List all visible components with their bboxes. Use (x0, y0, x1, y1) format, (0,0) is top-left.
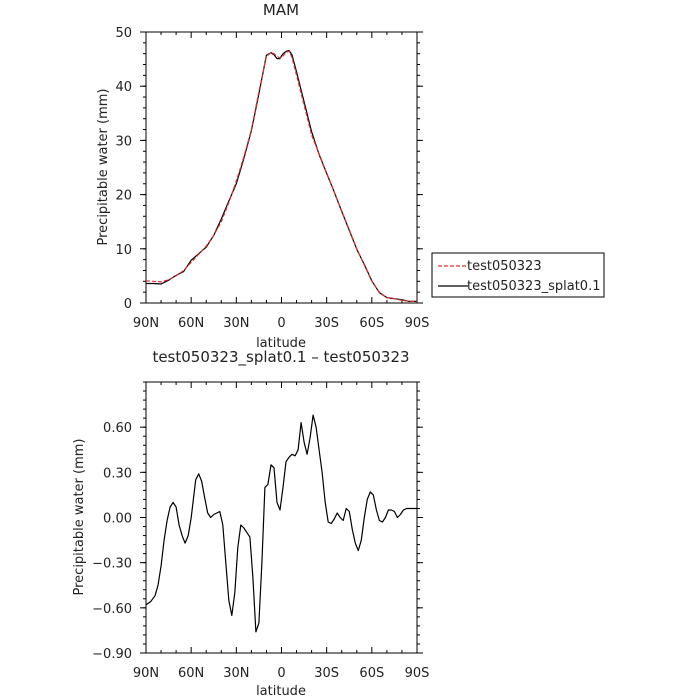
x-tick-label: 0 (277, 316, 285, 331)
top-plot-frame (145, 31, 418, 304)
series-line-test050323 (145, 50, 417, 302)
x-tick-label: 30S (314, 666, 339, 681)
x-tick-label: 90S (405, 316, 430, 331)
x-tick-label: 60N (178, 316, 204, 331)
y-tick-label: −0.30 (92, 557, 132, 572)
top-series (145, 49, 417, 302)
legend-label-test050323: test050323 (467, 259, 542, 274)
y-tick-label: 10 (115, 243, 132, 258)
y-tick-label: −0.90 (92, 647, 132, 662)
y-tick-label: 0.30 (103, 466, 132, 481)
top-x-axis-label: latitude (256, 336, 306, 351)
x-tick-label: 30N (223, 666, 249, 681)
top-chart: MAM 90N 60N 30N 0 30S 60S 90S 0 10 20 30 40 50 lati… (96, 1, 429, 351)
top-x-ticks: 90N 60N 30N 0 30S 60S 90S (133, 32, 430, 331)
y-tick-label: 40 (115, 80, 132, 95)
bottom-x-axis-label: latitude (256, 684, 306, 699)
x-tick-label: 60S (359, 316, 384, 331)
y-tick-label: 0.60 (103, 421, 132, 436)
y-tick-label: 0.00 (103, 512, 132, 527)
series-line-difference (145, 414, 417, 633)
legend-label-test050323-splat0-1: test050323_splat0.1 (467, 279, 600, 294)
top-y-ticks: 0 10 20 30 40 50 (115, 26, 423, 312)
legend: test050323 test050323_splat0.1 (431, 252, 605, 298)
bottom-series (145, 414, 417, 633)
y-tick-label: 30 (115, 134, 132, 149)
x-tick-label: 60N (178, 666, 204, 681)
legend-box (431, 252, 605, 298)
y-tick-label: −0.60 (92, 602, 132, 617)
y-tick-label: 20 (115, 189, 132, 204)
x-tick-label: 90N (133, 316, 159, 331)
x-tick-label: 30S (314, 316, 339, 331)
bottom-chart-title: test050323_splat0.1 – test050323 (152, 348, 409, 367)
series-line-test050323-splat0-1 (146, 49, 417, 302)
bottom-x-ticks: 90N 60N 30N 0 30S 60S 90S (133, 382, 430, 681)
top-chart-title: MAM (263, 1, 299, 19)
x-tick-label: 0 (277, 666, 285, 681)
bottom-y-ticks: −0.90 −0.60 −0.30 0.00 0.30 0.60 (92, 381, 423, 662)
bottom-y-axis-label: Precipitable water (mm) (72, 439, 87, 596)
y-tick-label: 0 (124, 297, 132, 312)
x-tick-label: 30N (223, 316, 249, 331)
x-tick-label: 60S (359, 666, 384, 681)
y-tick-label: 50 (115, 26, 132, 41)
bottom-plot-frame (145, 381, 418, 654)
top-y-axis-label: Precipitable water (mm) (96, 89, 111, 246)
x-tick-label: 90N (133, 666, 159, 681)
x-tick-label: 90S (405, 666, 430, 681)
bottom-chart: test050323_splat0.1 – test050323 90N 60N 3… (72, 348, 429, 699)
